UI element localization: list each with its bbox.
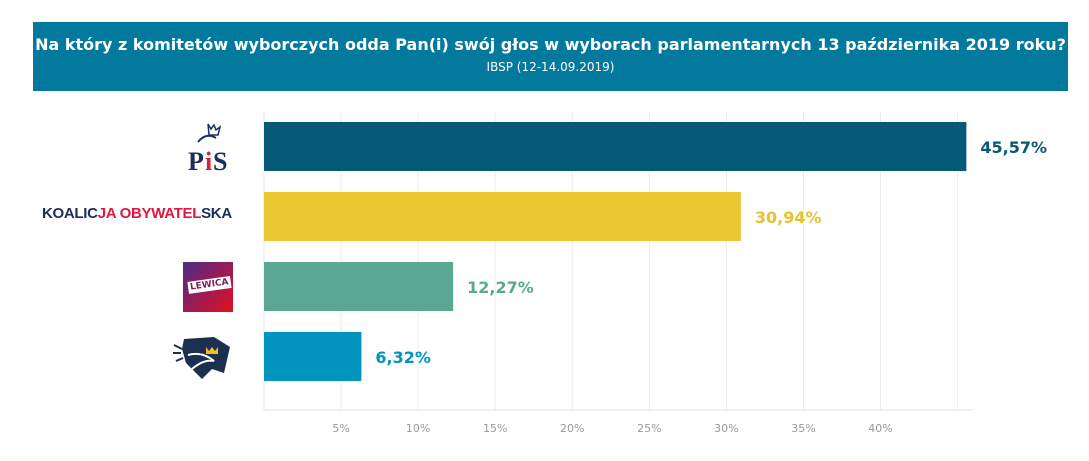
bar [264,122,967,171]
bar [264,192,741,241]
data-label: 45,57% [980,138,1047,157]
bar [264,262,454,311]
chart-title: Na który z komitetów wyborczych odda Pan… [35,35,1066,54]
svg-text:P: P [188,147,204,172]
chart-subtitle: IBSP (12-14.09.2019) [486,60,615,74]
x-tick-label: 30% [714,422,738,435]
pis-eagle-icon: P i S [188,123,227,172]
ko-logo: KOALICJA OBYWATELSKA [42,205,232,222]
svg-text:S: S [213,147,227,172]
data-label: 12,27% [467,278,534,297]
x-tick-label: 15% [483,422,507,435]
bar [264,332,362,381]
data-label: 6,32% [375,348,431,367]
x-tick-label: 5% [332,422,349,435]
x-tick-label: 35% [791,422,815,435]
x-tick-label: 20% [560,422,584,435]
lewica-logo: LEWICA [183,262,233,312]
x-tick-label: 40% [868,422,892,435]
pis-logo: P i S [186,122,236,172]
x-tick-label: 25% [637,422,661,435]
svg-text:i: i [205,147,212,172]
x-tick-label: 10% [406,422,430,435]
data-label: 30,94% [755,208,822,227]
chart-header: Na który z komitetów wyborczych odda Pan… [33,22,1068,91]
eagle-icon [173,337,230,379]
